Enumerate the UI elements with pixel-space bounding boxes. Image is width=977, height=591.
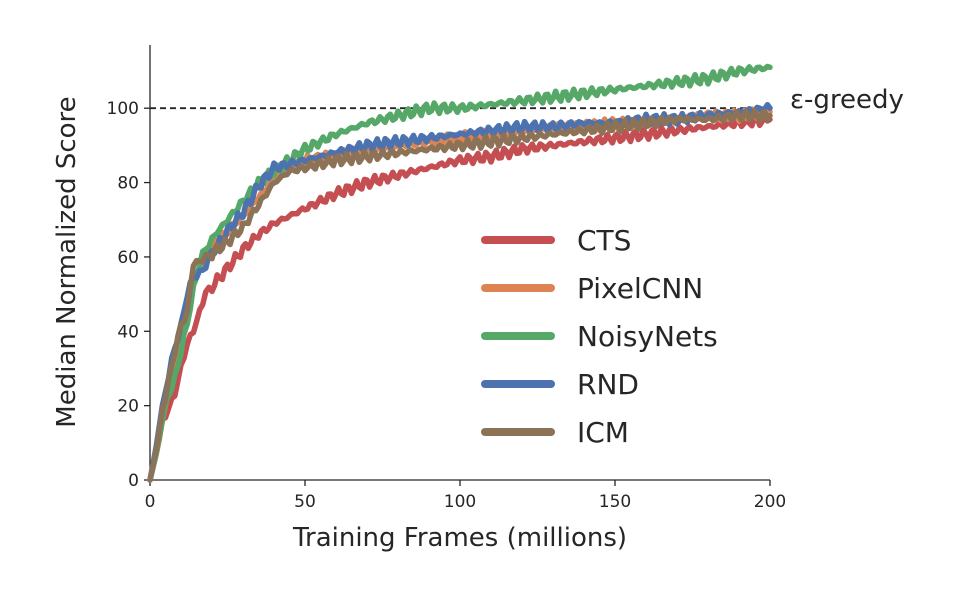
x-axis-label: Training Frames (millions) <box>292 523 627 553</box>
y-tick-label: 60 <box>117 248 139 268</box>
x-tick-label: 50 <box>294 492 316 512</box>
series-line-cts <box>147 111 773 483</box>
x-tick-label: 0 <box>145 492 156 512</box>
legend-label-cts: CTS <box>577 224 631 257</box>
series-line-icm <box>147 107 773 483</box>
axes: 0 50 100 150 200 0 20 40 60 80 100 <box>107 45 786 512</box>
legend-label-pixelcnn: PixelCNN <box>577 272 703 305</box>
y-tick-label: 0 <box>128 471 139 491</box>
y-axis-label: Median Normalized Score <box>52 96 82 427</box>
series-group <box>147 63 773 483</box>
y-ticks: 0 20 40 60 80 100 <box>107 99 150 491</box>
legend: CTS PixelCNN NoisyNets RND ICM <box>481 224 718 449</box>
y-tick-label: 40 <box>117 322 139 342</box>
legend-label-icm: ICM <box>577 416 629 449</box>
epsilon-greedy-label: ε-greedy <box>790 85 904 115</box>
legend-label-rnd: RND <box>577 368 639 401</box>
x-tick-label: 200 <box>754 492 786 512</box>
y-tick-label: 80 <box>117 174 139 194</box>
x-tick-label: 100 <box>444 492 476 512</box>
y-tick-label: 20 <box>117 397 139 417</box>
x-tick-label: 150 <box>599 492 631 512</box>
y-tick-label: 100 <box>107 99 139 119</box>
legend-label-noisynets: NoisyNets <box>577 320 718 353</box>
x-ticks: 0 50 100 150 200 <box>145 480 786 512</box>
